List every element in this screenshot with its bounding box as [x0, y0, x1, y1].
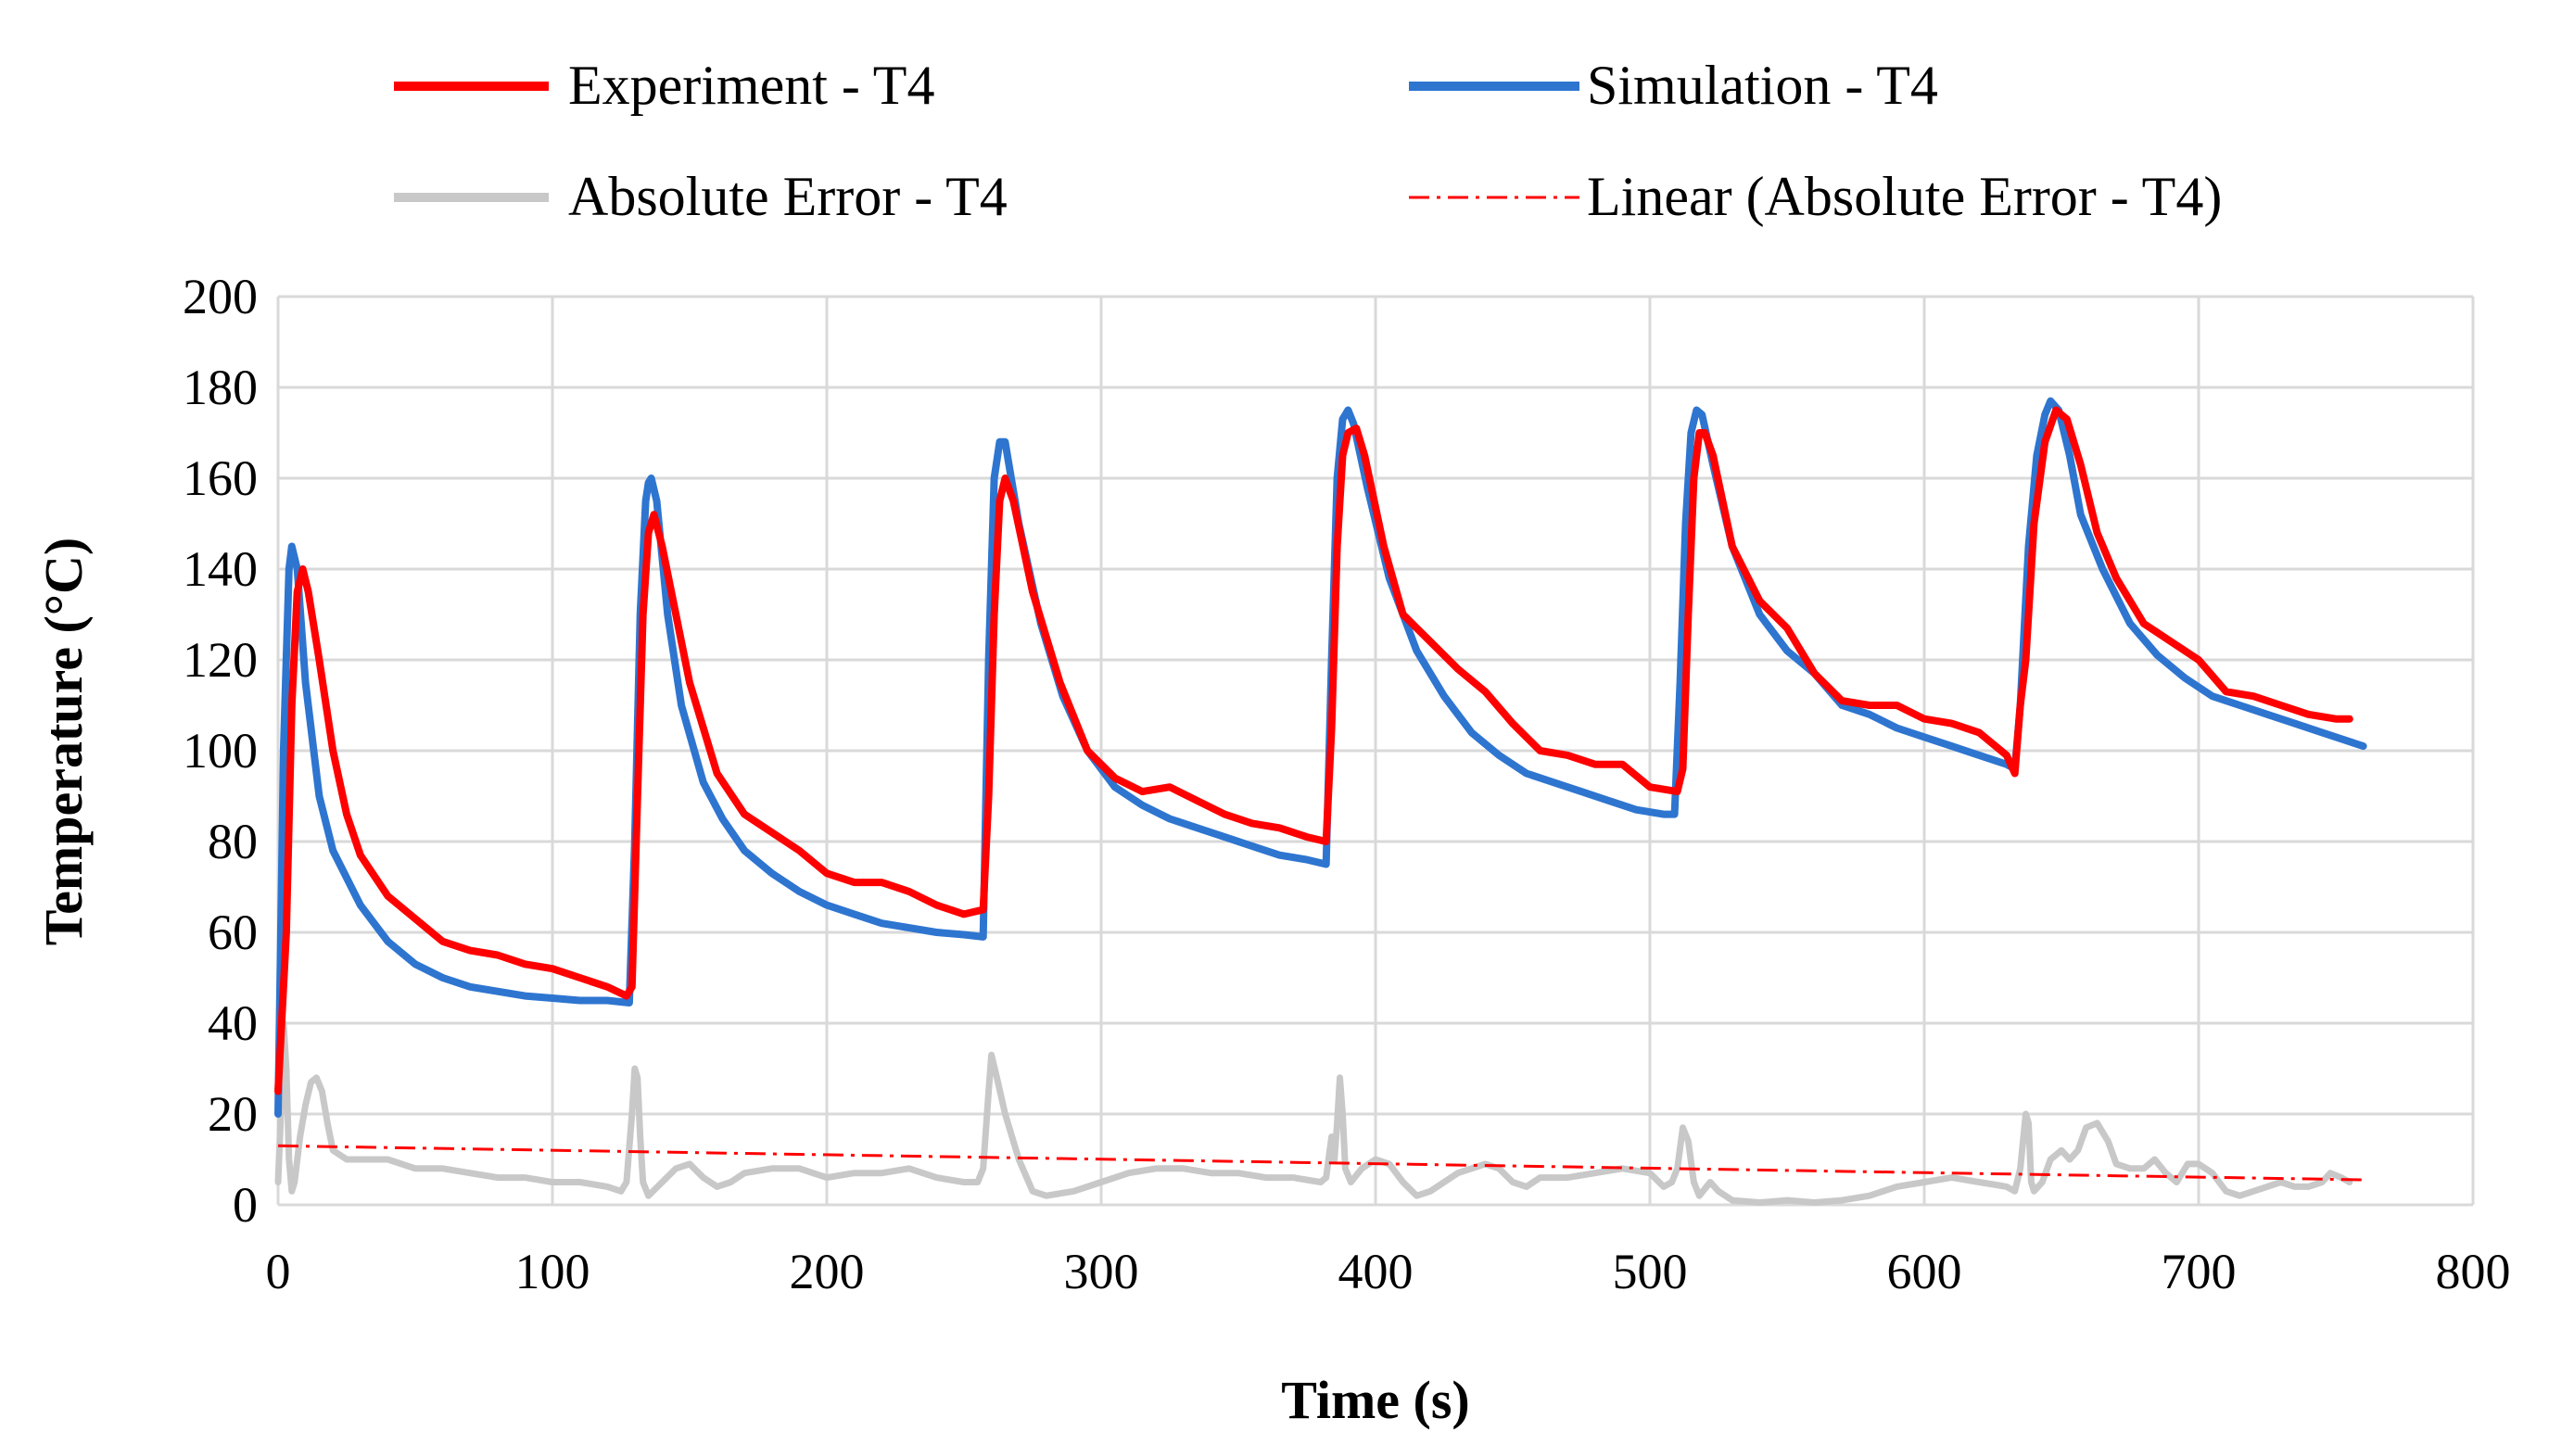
x-tick-label: 300	[1064, 1244, 1139, 1299]
legend-label-linear-trend: Linear (Absolute Error - T4)	[1587, 166, 2222, 227]
x-tick-label: 0	[266, 1244, 291, 1299]
legend-item-absolute-error: Absolute Error - T4	[394, 166, 1008, 227]
x-axis-title: Time (s)	[1281, 1370, 1470, 1430]
y-tick-label: 40	[208, 995, 258, 1051]
legend-label-experiment: Experiment - T4	[568, 55, 934, 116]
series-simulation-line	[274, 397, 2367, 1118]
series-linear-trendline	[277, 1144, 2364, 1182]
x-tick-label: 500	[1613, 1244, 1688, 1299]
legend: Experiment - T4 Simulation - T4 Absolute…	[394, 55, 2222, 227]
legend-item-experiment: Experiment - T4	[394, 55, 934, 116]
x-tick-label: 100	[515, 1244, 590, 1299]
y-tick-label: 140	[183, 541, 258, 597]
y-tick-label: 100	[183, 723, 258, 779]
legend-label-absolute-error: Absolute Error - T4	[568, 166, 1008, 227]
y-tick-label: 20	[208, 1086, 258, 1142]
y-tick-label: 0	[233, 1177, 258, 1233]
x-tick-label: 600	[1887, 1244, 1962, 1299]
y-tick-label: 80	[208, 814, 258, 869]
x-tick-label: 700	[2162, 1244, 2237, 1299]
y-tick-labels: 0 20 40 60 80 100 120 140 160 180 200	[183, 269, 258, 1233]
y-axis-title: Temperature (°C)	[33, 538, 94, 945]
grid	[276, 295, 2475, 1207]
x-tick-label: 800	[2436, 1244, 2511, 1299]
y-tick-label: 180	[183, 360, 258, 415]
x-tick-labels: 0 100 200 300 400 500 600 700 800	[266, 1244, 2511, 1299]
x-tick-label: 200	[790, 1244, 865, 1299]
series-layer	[274, 397, 2367, 1206]
legend-item-linear-trend: Linear (Absolute Error - T4)	[1409, 166, 2222, 227]
legend-label-simulation: Simulation - T4	[1587, 55, 1938, 116]
series-experiment-line	[274, 406, 2353, 1095]
y-tick-label: 160	[183, 450, 258, 506]
y-tick-label: 120	[183, 632, 258, 688]
y-tick-label: 200	[183, 269, 258, 324]
y-tick-label: 60	[208, 905, 258, 960]
series-absolute-error-line	[274, 1019, 2353, 1206]
legend-item-simulation: Simulation - T4	[1409, 55, 1938, 116]
x-tick-label: 400	[1338, 1244, 1414, 1299]
